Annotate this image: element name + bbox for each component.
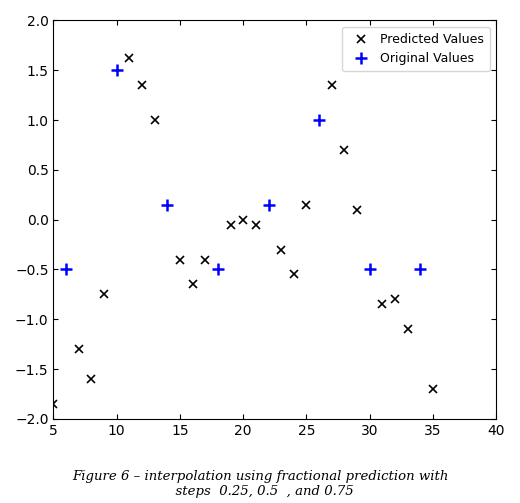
Predicted Values: [177, 257, 183, 263]
Original Values: [265, 202, 271, 208]
Line: Predicted Values: Predicted Values: [49, 54, 450, 503]
Original Values: [63, 267, 69, 273]
Predicted Values: [379, 301, 385, 307]
Predicted Values: [202, 257, 209, 263]
Original Values: [164, 202, 171, 208]
Predicted Values: [76, 346, 82, 352]
Predicted Values: [189, 281, 196, 287]
Predicted Values: [126, 55, 133, 61]
Predicted Values: [227, 222, 233, 228]
Predicted Values: [430, 386, 436, 392]
Predicted Values: [329, 82, 335, 88]
Predicted Values: [240, 217, 246, 223]
Predicted Values: [291, 272, 297, 278]
Predicted Values: [101, 291, 107, 297]
Predicted Values: [341, 147, 347, 153]
Original Values: [215, 267, 221, 273]
Predicted Values: [278, 246, 284, 253]
Predicted Values: [354, 207, 360, 213]
Legend: Predicted Values, Original Values: Predicted Values, Original Values: [342, 27, 490, 71]
Predicted Values: [303, 202, 309, 208]
Predicted Values: [139, 82, 145, 88]
Text: Figure 6 – interpolation using fractional prediction with
  steps  0.25, 0.5  , : Figure 6 – interpolation using fractiona…: [72, 470, 448, 498]
Original Values: [417, 267, 423, 273]
Predicted Values: [50, 401, 57, 407]
Line: Original Values: Original Values: [61, 65, 426, 275]
Original Values: [367, 267, 373, 273]
Predicted Values: [253, 222, 259, 228]
Predicted Values: [405, 326, 411, 332]
Predicted Values: [88, 376, 95, 382]
Original Values: [113, 67, 120, 73]
Original Values: [316, 117, 322, 123]
Predicted Values: [392, 296, 398, 302]
Predicted Values: [151, 117, 158, 123]
